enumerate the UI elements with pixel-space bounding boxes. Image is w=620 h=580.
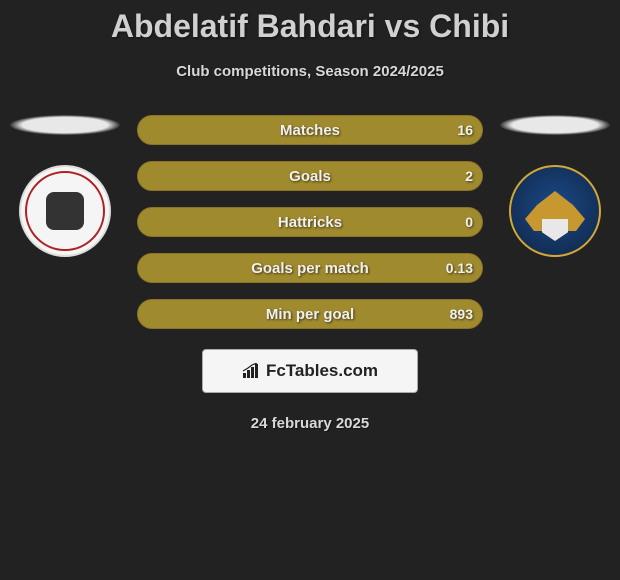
brand-text: FcTables.com (266, 361, 378, 381)
stat-bar: Goals 2 (137, 161, 483, 191)
stat-value-right: 16 (457, 122, 473, 138)
shield-icon (542, 219, 568, 241)
club-badge-left (19, 165, 111, 257)
stat-bar: Min per goal 893 (137, 299, 483, 329)
subtitle: Club competitions, Season 2024/2025 (0, 63, 620, 80)
stat-bar: Goals per match 0.13 (137, 253, 483, 283)
stat-value-right: 0.13 (446, 260, 473, 276)
stat-bars: Matches 16 Goals 2 Hattricks 0 Goals per match… (137, 115, 483, 329)
page-title: Abdelatif Bahdari vs Chibi (0, 0, 620, 45)
bar-chart-icon (242, 363, 262, 379)
stat-label: Min per goal (266, 306, 354, 323)
player-silhouette-right (500, 115, 610, 135)
stat-bar: Matches 16 (137, 115, 483, 145)
left-player-column (5, 115, 125, 257)
stat-label: Goals per match (251, 260, 369, 277)
stat-bar: Hattricks 0 (137, 207, 483, 237)
content-row: Matches 16 Goals 2 Hattricks 0 Goals per match… (0, 115, 620, 329)
stat-value-right: 2 (465, 168, 473, 184)
stat-value-right: 893 (450, 306, 473, 322)
club-badge-right (509, 165, 601, 257)
brand-box: FcTables.com (202, 349, 418, 393)
stat-label: Goals (289, 168, 331, 185)
stat-value-right: 0 (465, 214, 473, 230)
comparison-infographic: Abdelatif Bahdari vs Chibi Club competit… (0, 0, 620, 432)
player-silhouette-left (10, 115, 120, 135)
stat-label: Hattricks (278, 214, 342, 231)
date-text: 24 february 2025 (0, 415, 620, 432)
stat-label: Matches (280, 122, 340, 139)
right-player-column (495, 115, 615, 257)
